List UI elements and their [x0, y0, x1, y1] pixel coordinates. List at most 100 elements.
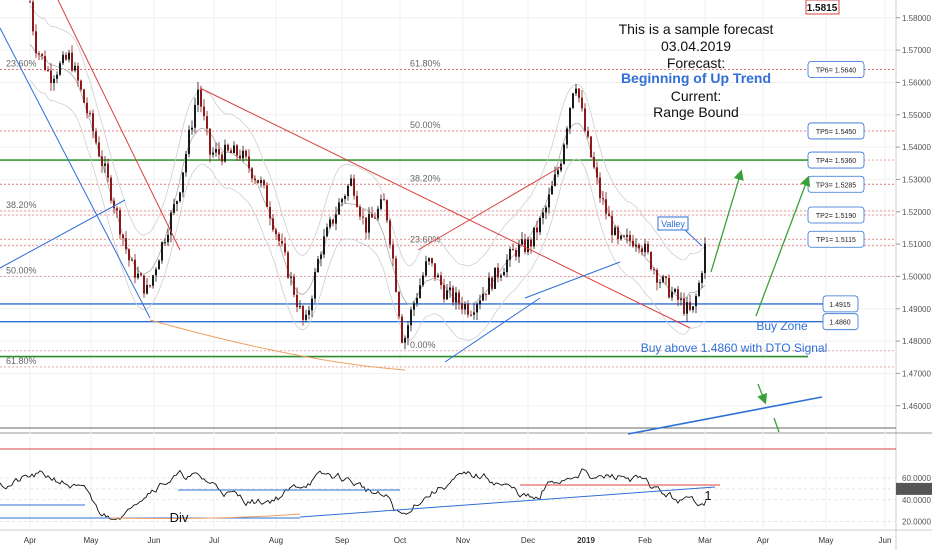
candle-body	[665, 276, 667, 279]
candle-body	[179, 192, 181, 202]
candle-body	[251, 168, 253, 179]
candle-body	[200, 89, 202, 107]
candle-body	[647, 243, 649, 253]
candle-body	[221, 154, 223, 162]
candle-body	[380, 199, 382, 209]
down-arrow-1	[757, 383, 768, 405]
fib-label-mid: 61.80%	[410, 59, 441, 69]
candle-body	[344, 196, 346, 199]
time-tick-label: Mar	[698, 536, 712, 545]
candle-body	[515, 250, 517, 257]
candle-body	[698, 282, 700, 297]
candle-body	[122, 234, 124, 239]
price-tick-label: 1.55000	[902, 111, 931, 120]
price-tick-label: 1.50000	[902, 272, 931, 281]
tp-box	[807, 122, 865, 140]
forecast-line-4: Beginning of Up Trend	[621, 70, 771, 86]
valley-pointer	[684, 229, 703, 247]
buy-above-label: Buy above 1.4860 with DTO Signal	[641, 341, 828, 355]
candle-body	[41, 53, 43, 56]
candle-body	[425, 261, 427, 276]
candle-body	[134, 259, 136, 278]
candle-body	[284, 243, 286, 253]
orange-support-curve	[149, 319, 406, 371]
candle-body	[674, 289, 676, 292]
fib-label-left: 50.00%	[6, 265, 37, 275]
tp-label: TP3= 1.5285	[816, 182, 856, 189]
candle-body	[131, 259, 133, 261]
candle-body	[527, 239, 529, 253]
candle-body	[584, 108, 586, 131]
osc-tick-label: 20.0000	[902, 517, 931, 526]
red-channel-upper	[199, 87, 691, 329]
candle-body	[371, 213, 373, 218]
blue-support-line	[0, 199, 126, 269]
candle-body	[632, 240, 634, 247]
price-tick-label: 1.47000	[902, 369, 931, 378]
candles	[29, 0, 706, 350]
candle-body	[113, 200, 115, 209]
candle-body	[254, 178, 256, 181]
candle-body	[383, 199, 385, 201]
candle-body	[662, 276, 664, 283]
candle-body	[248, 156, 250, 169]
candle-body	[293, 276, 295, 295]
candle-body	[56, 74, 58, 79]
price-tick-label: 1.53000	[902, 175, 931, 184]
candle-body	[521, 239, 523, 245]
candle-body	[299, 306, 301, 308]
time-tick-label: Jun	[148, 536, 161, 545]
candle-body	[215, 149, 217, 153]
candle-body	[401, 316, 403, 343]
candle-body	[545, 207, 547, 213]
candle-body	[410, 309, 412, 326]
candle-body	[461, 303, 463, 310]
candle-body	[704, 243, 706, 274]
candle-body	[263, 180, 265, 186]
candle-body	[629, 235, 631, 241]
tp-box	[807, 206, 865, 224]
osc-tick-label: 40.0000	[902, 496, 931, 505]
candle-body	[602, 198, 604, 200]
candle-body	[86, 102, 88, 114]
tp-label: TP1= 1.5115	[816, 237, 856, 244]
candle-body	[194, 104, 196, 128]
price-tick-label: 1.54000	[902, 143, 931, 152]
candle-body	[104, 163, 106, 166]
candle-body	[149, 285, 151, 287]
candle-body	[227, 144, 229, 151]
fib-label-mid: 0.00%	[410, 340, 436, 350]
candle-body	[641, 248, 643, 253]
candle-body	[188, 129, 190, 154]
candle-body	[95, 131, 97, 143]
tp-label: TP6= 1.5640	[816, 68, 856, 75]
candle-body	[347, 185, 349, 197]
candle-body	[185, 153, 187, 173]
candle-body	[617, 227, 619, 240]
up-arrow-short	[710, 169, 744, 273]
candle-body	[203, 106, 205, 117]
candle-body	[365, 217, 367, 233]
fib-label-left: 38.20%	[6, 200, 37, 210]
candle-body	[485, 293, 487, 295]
buy-zone-box	[822, 313, 859, 331]
downtrend-blue-line	[0, 27, 151, 319]
candle-body	[44, 55, 46, 70]
candle-body	[374, 217, 376, 219]
osc-tick-label: 60.0000	[902, 474, 931, 483]
candle-body	[308, 310, 310, 315]
blue-projection-line	[627, 396, 823, 435]
buy-zone-value: 1.4860	[829, 320, 851, 327]
fib-label-left: 23.60%	[6, 59, 37, 69]
blue-rising-line	[444, 297, 541, 363]
price-tick-label: 1.46000	[902, 402, 931, 411]
candle-body	[266, 185, 268, 207]
bands	[29, 5, 706, 341]
candle-body	[206, 116, 208, 129]
candle-body	[554, 174, 556, 186]
candle-body	[431, 258, 433, 264]
candle-body	[458, 292, 460, 304]
candle-body	[404, 337, 406, 343]
